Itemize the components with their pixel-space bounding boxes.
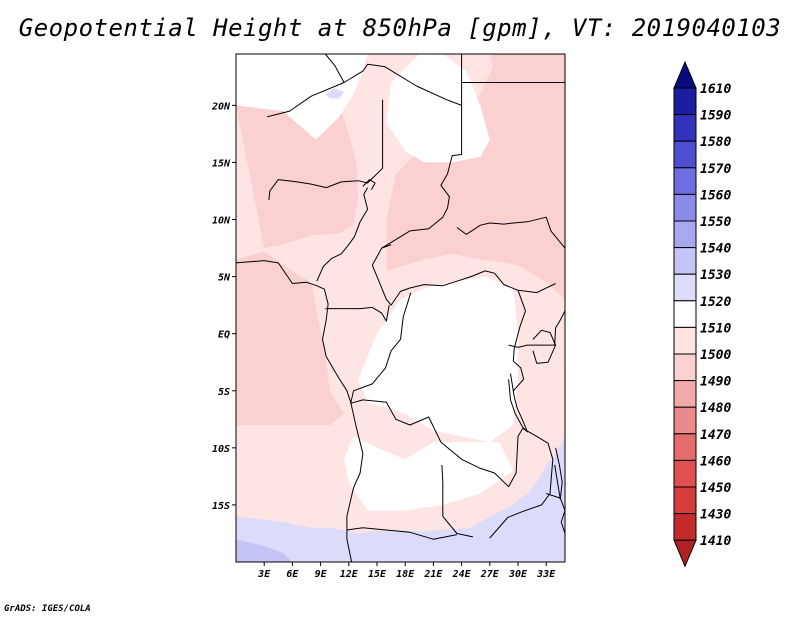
colorbar: 1610 1590 1580 1570 1560 1550 1540 1530 1520 1510… xyxy=(673,60,731,568)
colorbar-box xyxy=(673,140,697,169)
colorbar-box xyxy=(673,300,697,328)
y-tick-label: 5N xyxy=(218,273,231,284)
colorbar-label: 1470 xyxy=(700,428,731,443)
x-axis: 3E 6E 9E 12E 15E 18E 21E 24E 27E 30E 33E xyxy=(257,562,556,580)
colorbar-box xyxy=(673,406,697,435)
country-borders xyxy=(236,54,565,562)
border-cameroon-nigeria xyxy=(316,187,369,282)
border-uganda-kenya xyxy=(512,290,526,392)
x-tick-label: 3E xyxy=(257,569,271,580)
colorbar-label: 1430 xyxy=(700,508,731,523)
contour-map xyxy=(236,54,565,562)
credit-label: GrADS: IGES/COLA xyxy=(4,604,91,614)
border-sudan-ss xyxy=(456,216,565,249)
border-angola-namibia xyxy=(346,527,457,540)
border-lake-victoria xyxy=(532,329,557,364)
colorbar-box xyxy=(673,353,697,382)
colorbar-box xyxy=(673,114,697,142)
region-gulf-of-guinea xyxy=(236,251,345,425)
colorbar-label: 1560 xyxy=(700,188,731,203)
x-tick-label: 6E xyxy=(286,569,299,580)
y-tick-label: 20N xyxy=(211,101,231,112)
colorbar-box xyxy=(673,273,697,302)
colorbar-label: 1530 xyxy=(700,268,731,283)
x-tick-label: 12E xyxy=(340,569,359,580)
region-egypt xyxy=(386,54,490,163)
colorbar-box xyxy=(673,326,697,355)
border-congo-drc xyxy=(350,292,524,488)
x-tick-label: 24E xyxy=(452,569,472,580)
colorbar-box xyxy=(673,433,697,461)
colorbar-label: 1410 xyxy=(700,534,731,549)
colorbar-label: 1460 xyxy=(700,454,731,469)
region-angola xyxy=(344,436,514,511)
x-tick-label: 15E xyxy=(368,569,387,580)
colorbar-label: 1590 xyxy=(700,109,731,124)
border-coast-west-africa xyxy=(236,260,364,562)
colorbar-label: 1500 xyxy=(700,348,731,363)
colorbar-box xyxy=(673,247,697,275)
colorbar-bottom-arrow xyxy=(673,539,697,568)
x-tick-label: 18E xyxy=(396,569,415,580)
x-tick-label: 33E xyxy=(536,569,556,580)
border-niger-nigeria xyxy=(268,99,384,201)
border-libya-border xyxy=(324,54,463,106)
colorbar-label: 1520 xyxy=(700,295,731,310)
colorbar-box xyxy=(673,459,697,488)
y-tick-label: 10S xyxy=(212,444,230,455)
region-algeria-patch xyxy=(325,88,345,99)
border-mozambique xyxy=(546,493,565,534)
border-gabon-congo xyxy=(325,305,390,322)
y-tick-label: 5S xyxy=(218,387,230,398)
colorbar-label: 1550 xyxy=(700,215,731,230)
x-tick-label: 21E xyxy=(423,569,443,580)
y-tick-label: EQ xyxy=(218,330,230,341)
border-car-border xyxy=(371,265,556,306)
colorbar-label: 1450 xyxy=(700,481,731,496)
region-northeast-corner xyxy=(489,54,565,129)
border-chad-sudan xyxy=(381,105,463,249)
region-congo-basin xyxy=(358,276,518,443)
border-tanzania-zambia xyxy=(489,427,554,539)
y-tick-label: 15S xyxy=(212,501,230,512)
x-tick-label: 27E xyxy=(480,569,500,580)
border-east-africa xyxy=(508,310,565,348)
colorbar-box xyxy=(673,193,697,222)
border-lake-chad xyxy=(362,179,376,191)
x-tick-label: 30E xyxy=(508,569,528,580)
border-lake-malawi xyxy=(554,447,563,500)
region-central-sahel xyxy=(236,105,359,249)
colorbar-box xyxy=(673,513,697,541)
colorbar-top-arrow xyxy=(673,60,697,89)
colorbar-label: 1570 xyxy=(700,162,731,177)
map-frame xyxy=(235,53,566,563)
y-axis: 20N 15N 10N 5N EQ 5S 10S 15S xyxy=(211,101,236,512)
border-lake-tanganyika xyxy=(508,373,528,433)
x-tick-label: 9E xyxy=(315,569,328,580)
chart-title: Geopotential Height at 850hPa [gpm], VT:… xyxy=(18,14,782,42)
border-angola-zambia xyxy=(441,464,474,538)
colorbar-label: 1510 xyxy=(700,321,731,336)
region-libya-algeria xyxy=(236,54,368,140)
border-algeria-niger xyxy=(266,82,345,118)
y-tick-label: 15N xyxy=(212,158,231,169)
colorbar-label: 1580 xyxy=(700,135,731,150)
colorbar-box xyxy=(673,167,697,195)
colorbar-label: 1610 xyxy=(700,82,731,97)
region-sudan-chad xyxy=(386,54,565,300)
y-tick-label: 10N xyxy=(212,216,231,227)
colorbar-box xyxy=(673,486,697,515)
colorbar-label: 1540 xyxy=(700,242,731,257)
colorbar-label: 1490 xyxy=(700,375,731,390)
colorbar-label: 1480 xyxy=(700,401,731,416)
colorbar-box xyxy=(673,87,697,116)
colorbar-box xyxy=(673,380,697,408)
region-southern-band xyxy=(236,436,565,562)
region-southwest-corner xyxy=(236,539,293,562)
colorbar-box xyxy=(673,220,697,249)
border-car-north xyxy=(371,244,392,266)
